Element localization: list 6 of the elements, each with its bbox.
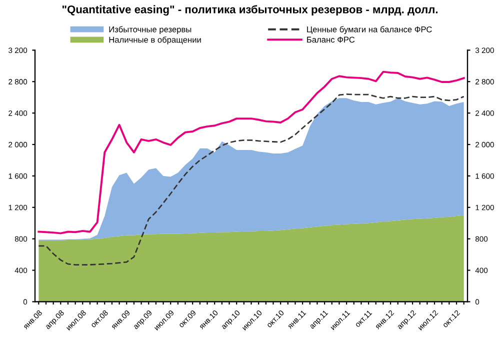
legend-label: Наличные в обращении [109, 36, 201, 44]
chart-title: "Quantitative easing" - политика избыточных резервов - млрд. долл. [62, 5, 438, 16]
legend-label: Ценные бумаги на балансе ФРС [307, 26, 432, 34]
legend-label: Баланс ФРС [307, 36, 355, 43]
line-series [38, 70, 465, 234]
legend-label: Избыточные резервы [109, 26, 192, 34]
